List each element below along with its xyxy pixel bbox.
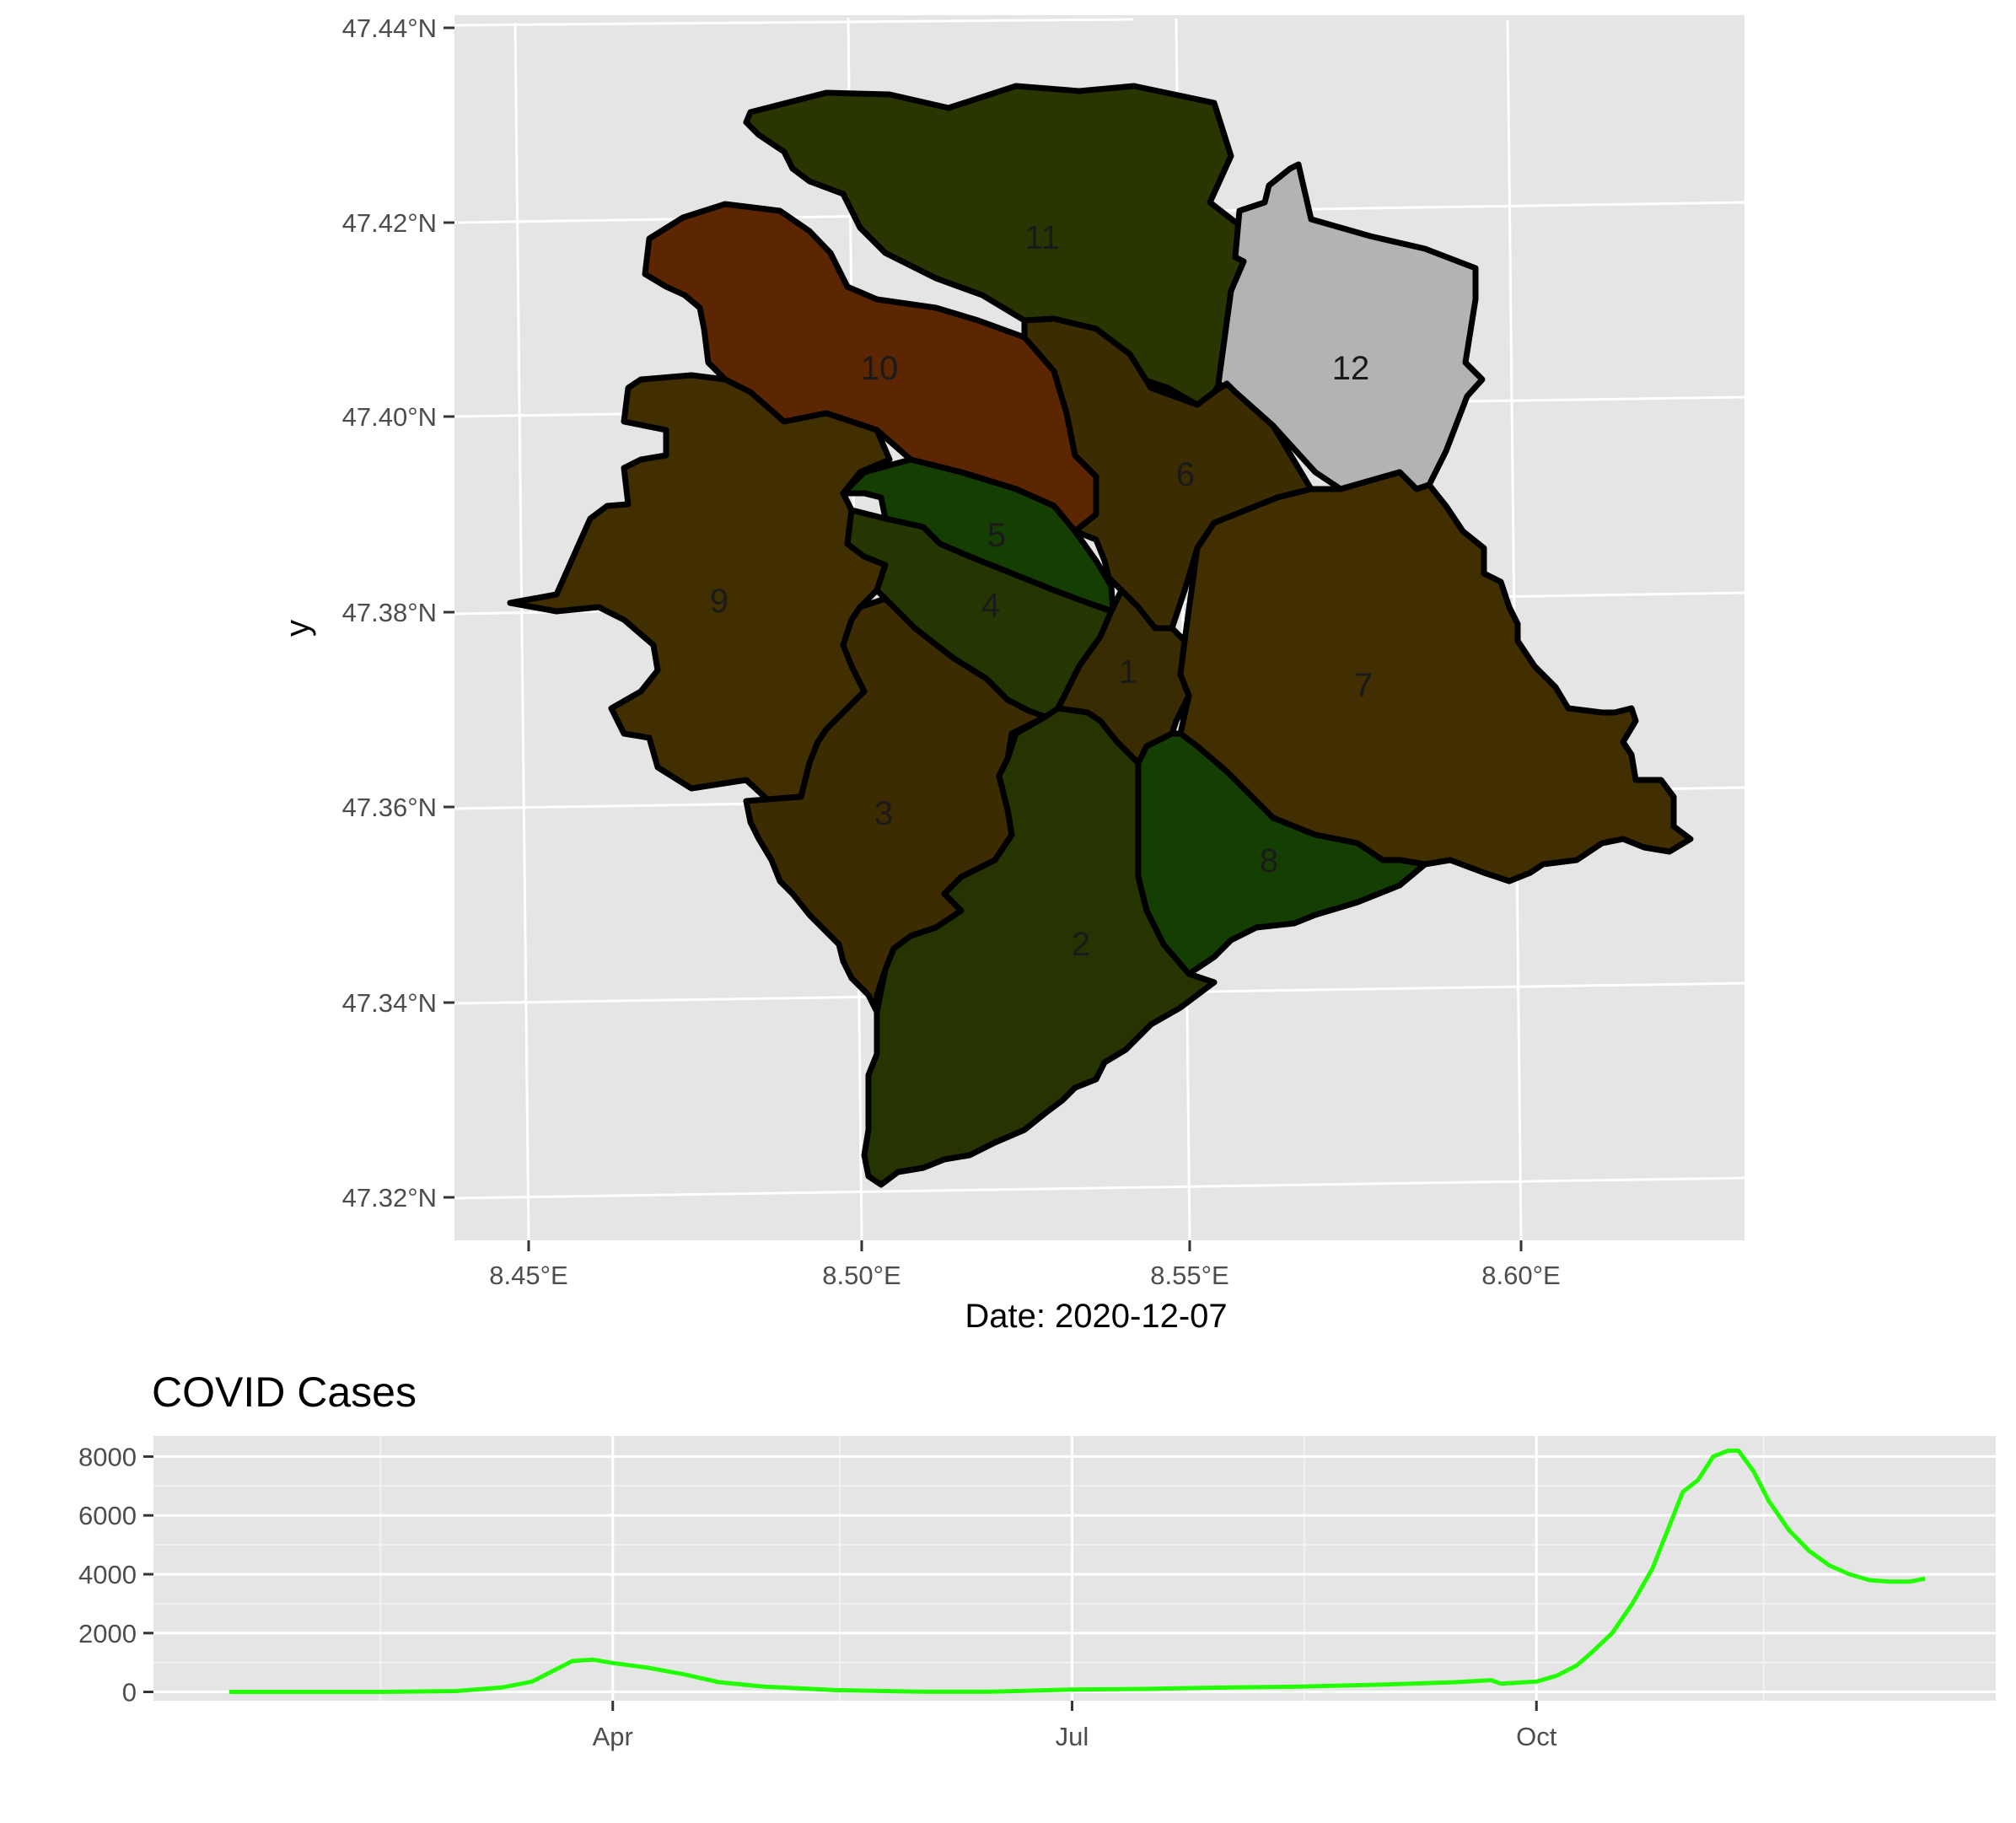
series-line-covid-cases — [228, 1448, 1926, 1694]
district-2 — [861, 705, 1218, 1188]
graticule-lat-47.32 — [454, 1176, 1745, 1200]
map-x-axis: 8.45°E 8.50°E 8.55°E 8.60°E Date: 2020-1… — [489, 1240, 1561, 1335]
line-panel: COVID Cases 0 2000 4000 6000 8000 Apr Jul Oct — [78, 1369, 1996, 1751]
line-gridlines — [153, 1436, 1996, 1701]
map-y-axis-title: y — [279, 620, 316, 637]
district-label-11: 11 — [1024, 219, 1060, 256]
district-label-7: 7 — [1354, 667, 1373, 704]
district-label-6: 6 — [1176, 456, 1195, 493]
district-label-5: 5 — [987, 517, 1006, 554]
map-x-tick-label: 8.55°E — [1150, 1261, 1228, 1290]
district-label-4: 4 — [981, 587, 1000, 624]
map-y-tick-1: 47.42°N — [342, 208, 454, 238]
map-y-tick-0: 47.44°N — [342, 13, 454, 43]
map-y-tick-label: 47.36°N — [342, 793, 437, 822]
map-y-tick-label: 47.40°N — [342, 402, 437, 432]
map-y-tick-3: 47.38°N — [342, 598, 454, 627]
district-label-2: 2 — [1072, 926, 1090, 963]
district-label-10: 10 — [861, 350, 899, 387]
district-6 — [1021, 315, 1314, 632]
district-labels: 11 10 12 6 5 4 9 1 7 3 8 2 — [710, 219, 1373, 963]
map-x-axis-title: Date: 2020-12-07 — [965, 1298, 1227, 1335]
district-label-8: 8 — [1260, 842, 1278, 879]
x-tick-label: Oct — [1516, 1722, 1557, 1751]
map-x-tick-2: 8.55°E — [1150, 1240, 1229, 1290]
map-y-tick-6: 47.32°N — [342, 1183, 454, 1213]
map-y-axis: 47.44°N 47.42°N 47.40°N 47.38°N 47.36°N … — [279, 13, 454, 1213]
map-x-tick-0: 8.45°E — [489, 1240, 568, 1290]
district-label-12: 12 — [1332, 350, 1370, 387]
y-tick-label: 4000 — [78, 1560, 137, 1589]
map-y-tick-label: 47.38°N — [342, 598, 437, 627]
map-y-tick-label: 47.32°N — [342, 1183, 437, 1213]
map-panel: 11 10 12 6 5 4 9 1 7 3 8 2 47.44°N 47.42… — [279, 13, 1745, 1335]
map-x-tick-3: 8.60°E — [1481, 1240, 1561, 1290]
line-x-axis: Apr Jul Oct — [593, 1701, 1557, 1751]
line-background — [153, 1436, 1996, 1701]
district-label-3: 3 — [874, 795, 893, 832]
map-y-tick-label: 47.34°N — [342, 988, 437, 1018]
map-y-tick-5: 47.34°N — [342, 988, 454, 1018]
map-y-tick-label: 47.44°N — [342, 13, 437, 43]
line-y-axis: 0 2000 4000 6000 8000 — [78, 1442, 153, 1707]
graticule-lon-8.45 — [513, 22, 530, 1241]
y-tick-label: 6000 — [78, 1501, 137, 1530]
districts — [507, 83, 1694, 1188]
y-tick-label: 0 — [122, 1678, 137, 1707]
line-chart-title: COVID Cases — [152, 1369, 417, 1416]
map-y-tick-4: 47.36°N — [342, 793, 454, 822]
y-tick-label: 2000 — [78, 1619, 137, 1648]
map-x-tick-label: 8.50°E — [822, 1261, 900, 1290]
y-tick-label: 8000 — [78, 1442, 137, 1471]
map-x-tick-1: 8.50°E — [822, 1240, 901, 1290]
map-x-tick-label: 8.60°E — [1481, 1261, 1560, 1290]
district-3 — [743, 595, 1049, 1015]
x-tick-label: Apr — [593, 1722, 633, 1751]
district-label-1: 1 — [1119, 653, 1137, 691]
map-x-tick-label: 8.45°E — [489, 1261, 567, 1290]
map-y-tick-2: 47.40°N — [342, 402, 454, 432]
graticule-lat-47.44 — [454, 18, 1134, 27]
district-label-9: 9 — [710, 583, 728, 620]
map-y-tick-label: 47.42°N — [342, 208, 437, 238]
x-tick-label: Jul — [1056, 1722, 1089, 1751]
